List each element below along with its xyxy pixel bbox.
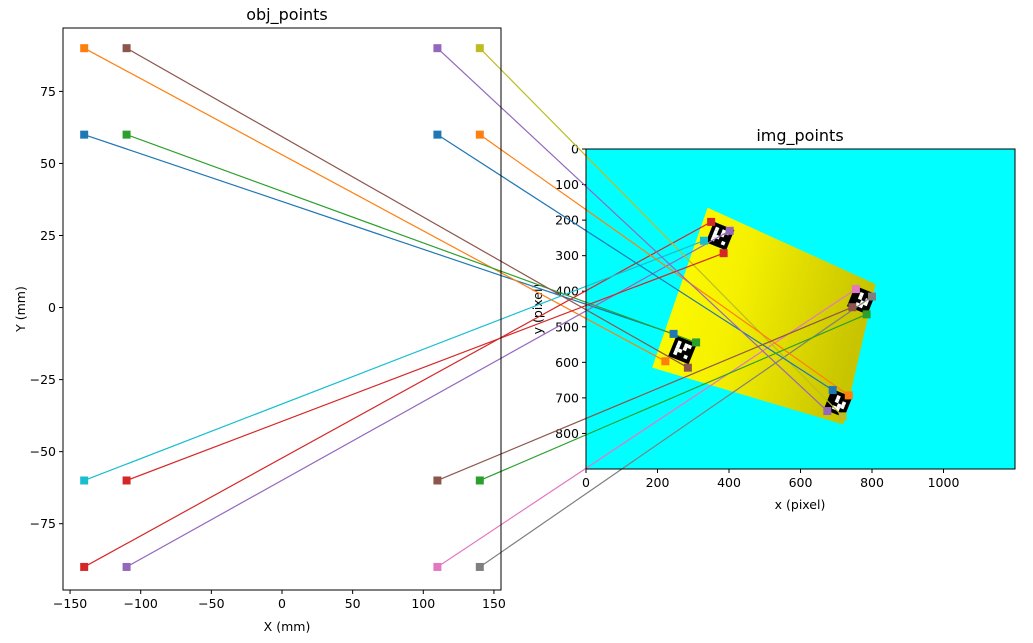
img-x-tick-label: 1000 <box>928 475 960 490</box>
obj-y-tick-label: 50 <box>40 156 56 171</box>
img-y-tick-label: 800 <box>555 426 579 441</box>
aruco-marker <box>668 335 697 365</box>
img-point-marker <box>699 236 708 245</box>
obj-x-tick-label: 150 <box>482 596 506 611</box>
obj-points-frame <box>62 27 502 591</box>
img-y-tick-label: 100 <box>555 177 579 192</box>
img-point-marker <box>848 303 857 312</box>
img-points-ticks: 0 200 400 600 800 100001002003004005006007008… <box>555 142 959 491</box>
img-y-tick-label: 500 <box>555 319 579 334</box>
img-point-marker <box>683 363 692 372</box>
obj-point-marker <box>80 44 89 53</box>
correspondence-line <box>437 47 828 412</box>
obj-y-tick-label: −25 <box>30 372 56 387</box>
correspondence-line <box>479 313 867 482</box>
correspondence-line <box>437 306 853 482</box>
img-x-tick-label: 200 <box>646 475 670 490</box>
correspondence-points <box>80 44 876 571</box>
correspondence-line <box>126 230 731 568</box>
obj-y-tick-label: −75 <box>30 516 56 531</box>
obj-points-xlabel: X (mm) <box>264 619 311 634</box>
obj-point-marker <box>80 562 89 571</box>
correspondence-line <box>126 252 724 482</box>
img-points-image <box>586 149 1015 469</box>
obj-x-tick-label: 100 <box>411 596 435 611</box>
obj-point-marker <box>475 44 484 53</box>
img-point-marker <box>851 285 860 294</box>
obj-point-marker <box>122 562 131 571</box>
correspondence-line <box>479 296 873 568</box>
obj-point-marker <box>433 130 442 139</box>
img-points-frame <box>585 148 1016 470</box>
obj-x-tick-label: −150 <box>53 596 87 611</box>
obj-point-marker <box>80 476 89 485</box>
obj-x-tick-label: 0 <box>278 596 286 611</box>
img-points-ylabel: y (pixel) <box>530 284 545 335</box>
img-point-marker <box>823 407 832 416</box>
correspondence-line <box>126 134 697 343</box>
obj-point-marker <box>475 476 484 485</box>
correspondence-line <box>479 47 844 417</box>
obj-point-marker <box>433 44 442 53</box>
img-point-marker <box>719 249 728 258</box>
obj-points-ticks: −150 −100 −50 0 50 100 150 −75 −50 −25 0 25 50 75 <box>30 84 506 611</box>
correspondence-line <box>84 134 674 335</box>
img-y-tick-label: 300 <box>555 248 579 263</box>
correspondence-line <box>437 134 834 391</box>
img-points-axes: img_points 0 200 400 600 800 1000010020030040… <box>530 126 1015 512</box>
img-point-marker <box>862 310 871 319</box>
obj-point-marker <box>122 44 131 53</box>
img-x-tick-label: 800 <box>860 475 884 490</box>
correspondence-lines <box>83 47 873 568</box>
obj-x-tick-label: −100 <box>124 596 158 611</box>
calibration-board <box>652 207 876 425</box>
obj-point-marker <box>122 476 131 485</box>
obj-points-axes: obj_points −150 −100 −50 0 50 100 150 −75 −50 −25… <box>13 5 506 634</box>
obj-y-tick-label: −50 <box>30 444 56 459</box>
obj-y-tick-label: 25 <box>40 228 56 243</box>
obj-point-marker <box>80 130 89 139</box>
obj-point-marker <box>475 562 484 571</box>
correspondence-line <box>83 221 712 568</box>
img-point-marker <box>725 226 734 235</box>
correspondence-line <box>83 240 705 482</box>
img-point-marker <box>868 292 876 301</box>
img-x-tick-label: 0 <box>582 475 590 490</box>
obj-y-tick-label: 0 <box>48 300 56 315</box>
img-y-tick-label: 0 <box>571 142 579 157</box>
img-x-tick-label: 600 <box>789 475 813 490</box>
correspondence-line <box>83 47 666 362</box>
obj-point-marker <box>475 130 484 139</box>
img-point-marker <box>838 412 847 421</box>
obj-points-ylabel: Y (mm) <box>13 286 28 333</box>
obj-point-marker <box>433 476 442 485</box>
img-point-marker <box>692 338 701 347</box>
img-points-xlabel: x (pixel) <box>775 497 826 512</box>
img-y-tick-label: 700 <box>555 390 579 405</box>
img-point-marker <box>661 357 670 366</box>
img-y-tick-label: 200 <box>555 213 579 228</box>
correspondence-line <box>479 134 850 396</box>
img-points-title: img_points <box>756 126 843 146</box>
obj-point-marker <box>122 130 131 139</box>
img-point-marker <box>669 329 678 338</box>
obj-points-plot-area <box>63 28 501 590</box>
img-point-marker <box>707 217 716 226</box>
correspondence-line <box>126 47 689 369</box>
img-x-tick-label: 400 <box>717 475 741 490</box>
img-point-marker <box>828 386 837 395</box>
obj-points-title: obj_points <box>246 5 328 25</box>
img-point-marker <box>844 391 853 400</box>
obj-y-tick-label: 75 <box>40 84 56 99</box>
obj-point-marker <box>433 562 442 571</box>
img-y-tick-label: 600 <box>555 355 579 370</box>
obj-x-tick-label: −50 <box>198 596 224 611</box>
obj-x-tick-label: 50 <box>345 596 361 611</box>
